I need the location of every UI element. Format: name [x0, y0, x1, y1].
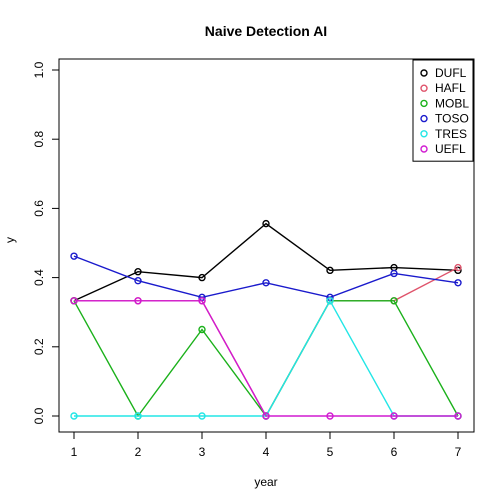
y-axis-label: y — [3, 237, 17, 243]
data-point-dufl — [454, 266, 462, 275]
x-tick-label: 4 — [263, 445, 270, 459]
data-point-mobl — [198, 325, 206, 334]
series-toso — [70, 252, 462, 302]
y-tick-label: 0.6 — [32, 200, 46, 217]
legend-label: HAFL — [435, 81, 466, 95]
plot-frame — [58, 58, 475, 433]
y-tick-label: 0.8 — [32, 131, 46, 148]
legend-marker — [420, 84, 428, 92]
legend-label: TOSO — [435, 112, 469, 126]
data-point-toso — [390, 269, 398, 278]
series-line-toso — [73, 255, 459, 299]
data-point-uefl — [390, 412, 398, 420]
series-line-uefl — [74, 300, 458, 417]
data-point-uefl — [198, 297, 206, 305]
series-dufl — [70, 219, 462, 305]
series-line-hafl — [74, 266, 459, 418]
legend-label: TRES — [435, 127, 467, 141]
data-point-uefl — [134, 297, 142, 305]
x-axis: 1 2 3 4 5 6 7 — [71, 431, 462, 459]
x-tick-label: 2 — [135, 445, 142, 459]
legend-label: UEFL — [435, 142, 466, 156]
data-point-toso — [454, 279, 462, 287]
data-point-toso — [134, 277, 142, 285]
legend-label: MOBL — [435, 96, 469, 110]
y-tick-label: 0.4 — [32, 269, 46, 286]
legend-label: DUFL — [435, 66, 467, 80]
legend-item-dufl: DUFL — [420, 66, 467, 80]
series-uefl — [70, 297, 462, 420]
legend-item-tres: TRES — [420, 127, 467, 141]
data-point-toso — [70, 252, 78, 260]
x-tick-label: 7 — [455, 445, 462, 459]
data-point-uefl — [70, 297, 78, 305]
legend-box — [412, 59, 474, 162]
y-tick-label: 0.2 — [32, 338, 46, 355]
series-mobl — [70, 297, 462, 420]
legend-item-mobl: MOBL — [420, 96, 469, 110]
legend-marker — [420, 145, 428, 153]
data-point-dufl — [134, 268, 142, 276]
series-line-dufl — [73, 222, 459, 302]
legend-item-toso: TOSO — [420, 112, 469, 126]
legend-marker — [420, 99, 428, 108]
data-point-uefl — [326, 412, 334, 420]
x-tick-label: 5 — [327, 445, 334, 459]
data-point-tres — [198, 412, 206, 420]
series-line-mobl — [73, 300, 459, 418]
data-point-dufl — [262, 219, 270, 228]
y-tick-label: 1.0 — [32, 61, 46, 78]
legend-marker — [420, 130, 428, 138]
legend-marker — [420, 114, 428, 123]
data-point-dufl — [198, 273, 206, 282]
data-point-uefl — [262, 412, 270, 420]
legend-item-uefl: UEFL — [420, 142, 466, 156]
legend-marker — [420, 69, 428, 77]
x-tick-label: 6 — [391, 445, 398, 459]
data-point-hafl — [454, 263, 462, 272]
x-tick-label: 3 — [199, 445, 206, 459]
y-tick-label: 0.0 — [32, 407, 46, 424]
x-tick-label: 1 — [71, 445, 78, 459]
data-point-mobl — [390, 297, 398, 305]
data-point-toso — [262, 279, 270, 287]
data-point-tres — [134, 412, 142, 420]
data-point-dufl — [326, 266, 334, 275]
data-point-tres — [70, 412, 78, 420]
x-axis-label: year — [254, 475, 277, 489]
series-layer — [70, 219, 462, 420]
chart-title: Naive Detection AI — [205, 23, 327, 39]
data-point-tres — [326, 297, 334, 305]
y-axis: 0.0 0.2 0.4 0.6 0.8 1.0 — [32, 61, 60, 424]
data-point-uefl — [454, 412, 462, 420]
series-hafl — [70, 263, 462, 420]
series-line-tres — [74, 299, 458, 417]
legend-item-hafl: HAFL — [420, 81, 466, 95]
